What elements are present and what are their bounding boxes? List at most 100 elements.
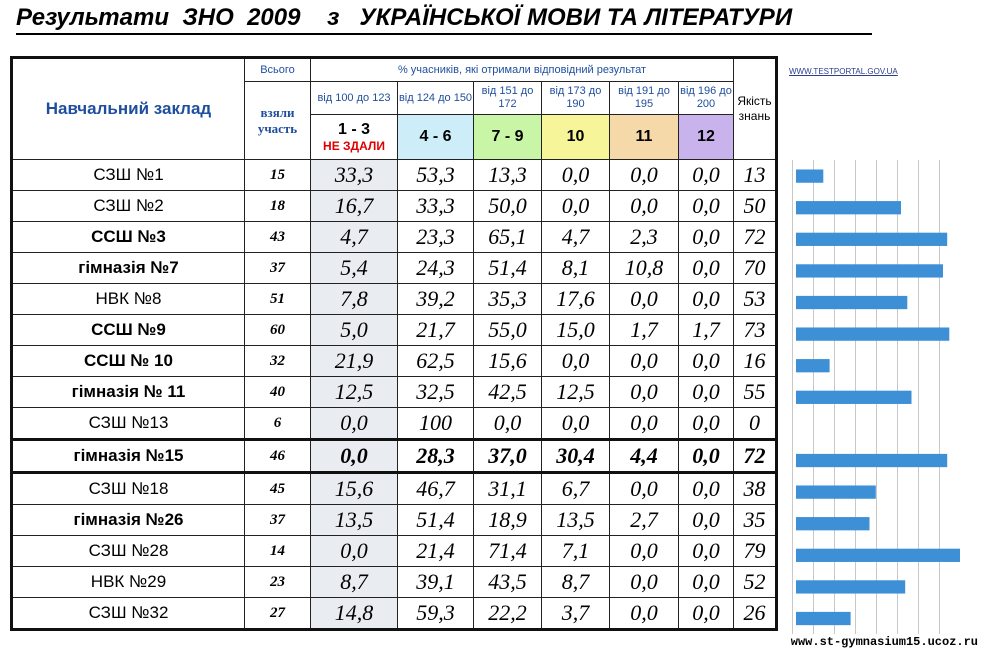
table-row: ССШ №3 43 4,7 23,3 65,1 4,7 2,3 0,0 72 bbox=[11, 221, 777, 253]
table-row: ССШ № 10 32 21,9 62,5 15,6 0,0 0,0 0,0 16 bbox=[11, 345, 777, 377]
school-name-cell: ССШ №3 bbox=[11, 221, 245, 253]
percent-cell: 0,0 bbox=[678, 252, 734, 284]
quality-cell: 13 bbox=[733, 159, 777, 191]
percent-cell: 4,4 bbox=[609, 438, 679, 474]
quality-cell: 26 bbox=[733, 597, 777, 630]
not-passed-label: НЕ ЗДАЛИ bbox=[323, 139, 385, 153]
school-column-header: Навчальний заклад bbox=[11, 57, 245, 160]
percent-cell: 50,0 bbox=[473, 190, 542, 222]
percent-cell: 0,0 bbox=[310, 407, 398, 440]
grade-header-4-6: 4 - 6 bbox=[397, 114, 474, 160]
percent-cell: 15,0 bbox=[541, 314, 610, 346]
range-4-6: від 124 до 150 bbox=[397, 81, 474, 115]
percent-cell: 13,5 bbox=[310, 504, 398, 536]
percent-cell: 33,3 bbox=[310, 159, 398, 191]
table-row: гімназія №26 37 13,5 51,4 18,9 13,5 2,7 0,0 35 bbox=[11, 504, 777, 536]
table-row: гімназія №15 46 0,0 28,3 37,0 30,4 4,4 0,0 72 bbox=[11, 438, 777, 474]
range-12: від 196 до 200 bbox=[678, 81, 734, 115]
percent-cell: 33,3 bbox=[397, 190, 474, 222]
quality-bar bbox=[796, 580, 906, 594]
percent-cell: 42,5 bbox=[473, 376, 542, 408]
school-name-cell: гімназія №7 bbox=[11, 252, 245, 284]
percent-cell: 0,0 bbox=[541, 407, 610, 440]
quality-bar bbox=[796, 548, 960, 562]
percent-cell: 46,7 bbox=[397, 472, 474, 505]
percent-cell: 0,0 bbox=[678, 283, 734, 315]
percent-cell: 15,6 bbox=[473, 345, 542, 377]
percent-cell: 71,4 bbox=[473, 535, 542, 567]
percent-cell: 15,6 bbox=[310, 472, 398, 505]
participants-cell: 15 bbox=[244, 159, 311, 191]
percent-cell: 39,1 bbox=[397, 566, 474, 598]
percent-cell: 0,0 bbox=[609, 472, 679, 505]
percent-cell: 12,5 bbox=[541, 376, 610, 408]
table-row: НВК №29 23 8,7 39,1 43,5 8,7 0,0 0,0 52 bbox=[11, 566, 777, 598]
percent-cell: 32,5 bbox=[397, 376, 474, 408]
quality-bar bbox=[796, 264, 943, 278]
quality-header: Якість знань bbox=[733, 57, 777, 160]
percent-cell: 8,7 bbox=[310, 566, 398, 598]
percent-cell: 0,0 bbox=[609, 376, 679, 408]
participants-cell: 40 bbox=[244, 376, 311, 408]
percent-cell: 0,0 bbox=[678, 597, 734, 630]
percent-cell: 0,0 bbox=[310, 438, 398, 474]
percent-cell: 0,0 bbox=[678, 566, 734, 598]
percent-cell: 16,7 bbox=[310, 190, 398, 222]
grade-header-7-9: 7 - 9 bbox=[473, 114, 542, 160]
range-7-9: від 151 до 172 bbox=[473, 81, 542, 115]
percent-cell: 6,7 bbox=[541, 472, 610, 505]
percent-cell: 0,0 bbox=[678, 407, 734, 440]
quality-bar bbox=[796, 485, 876, 499]
quality-bar bbox=[796, 517, 870, 531]
percent-cell: 13,3 bbox=[473, 159, 542, 191]
page-title: Результати ЗНО 2009 з УКРАЇНСЬКОЇ МОВИ Т… bbox=[16, 4, 793, 31]
quality-cell: 0 bbox=[733, 407, 777, 440]
percent-cell: 31,1 bbox=[473, 472, 542, 505]
percent-cell: 59,3 bbox=[397, 597, 474, 630]
participants-cell: 46 bbox=[244, 438, 311, 474]
quality-cell: 70 bbox=[733, 252, 777, 284]
participants-cell: 14 bbox=[244, 535, 311, 567]
percent-cell: 0,0 bbox=[609, 597, 679, 630]
percent-cell: 12,5 bbox=[310, 376, 398, 408]
school-name-cell: СЗШ №13 bbox=[11, 407, 245, 440]
percent-cell: 4,7 bbox=[541, 221, 610, 253]
participants-cell: 37 bbox=[244, 504, 311, 536]
participants-cell: 45 bbox=[244, 472, 311, 505]
quality-cell: 55 bbox=[733, 376, 777, 408]
percent-cell: 28,3 bbox=[397, 438, 474, 474]
percent-cell: 2,3 bbox=[609, 221, 679, 253]
table-row: гімназія № 11 40 12,5 32,5 42,5 12,5 0,0 0,0 55 bbox=[11, 376, 777, 408]
percent-cell: 0,0 bbox=[678, 504, 734, 536]
percent-cell: 7,1 bbox=[541, 535, 610, 567]
percent-cell: 14,8 bbox=[310, 597, 398, 630]
school-name-cell: СЗШ №1 bbox=[11, 159, 245, 191]
percent-cell: 21,7 bbox=[397, 314, 474, 346]
quality-bar bbox=[796, 169, 824, 183]
percent-cell: 0,0 bbox=[473, 407, 542, 440]
participants-cell: 60 bbox=[244, 314, 311, 346]
percent-cell: 1,7 bbox=[678, 314, 734, 346]
percent-cell: 22,2 bbox=[473, 597, 542, 630]
results-table: Навчальний заклад Всього % учасників, як… bbox=[10, 56, 778, 631]
table-row: СЗШ №2 18 16,7 33,3 50,0 0,0 0,0 0,0 50 bbox=[11, 190, 777, 222]
quality-bar bbox=[796, 201, 901, 215]
school-name-cell: гімназія № 11 bbox=[11, 376, 245, 408]
school-name-cell: ССШ № 10 bbox=[11, 345, 245, 377]
school-name-cell: СЗШ №32 bbox=[11, 597, 245, 630]
testportal-link[interactable]: WWW.TESTPORTAL.GOV.UA bbox=[789, 67, 898, 76]
percent-cell: 1,7 bbox=[609, 314, 679, 346]
percent-cell: 100 bbox=[397, 407, 474, 440]
grade-header-10: 10 bbox=[541, 114, 610, 160]
quality-cell: 73 bbox=[733, 314, 777, 346]
percent-cell: 24,3 bbox=[397, 252, 474, 284]
school-name-cell: СЗШ №28 bbox=[11, 535, 245, 567]
quality-bar bbox=[796, 611, 851, 626]
participants-cell: 23 bbox=[244, 566, 311, 598]
percent-cell: 65,1 bbox=[473, 221, 542, 253]
school-name-cell: СЗШ №18 bbox=[11, 472, 245, 505]
participants-cell: 32 bbox=[244, 345, 311, 377]
percent-cell: 43,5 bbox=[473, 566, 542, 598]
grade-label-1-3: 1 - 3 bbox=[337, 121, 370, 138]
quality-bar bbox=[796, 295, 908, 310]
